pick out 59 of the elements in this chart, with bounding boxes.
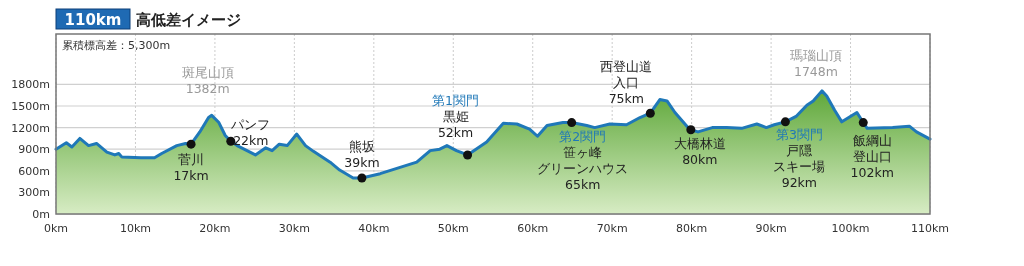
annotation: 登山口 xyxy=(852,148,892,164)
annotation: 笹ヶ峰 xyxy=(563,144,603,160)
annotation: 熊坂 xyxy=(348,139,375,154)
annotation: 大橋林道 xyxy=(673,135,726,151)
annotation: 飯綱山 xyxy=(852,132,892,148)
point xyxy=(780,117,790,127)
annotation: 39km xyxy=(344,155,380,170)
annotation: スキー場 xyxy=(773,158,826,174)
annotation: 黒姫 xyxy=(442,108,469,124)
x-tick-label: 0km xyxy=(43,222,69,235)
annotation: 102km xyxy=(850,164,894,180)
annotation: グリーンハウス xyxy=(537,160,629,176)
y-tick-label: 600m xyxy=(18,164,50,178)
x-tick-label: 70km xyxy=(596,222,628,235)
point xyxy=(186,139,196,149)
annotation: 52km xyxy=(437,124,474,140)
annotation: 第2関門 xyxy=(559,128,607,144)
annotation: 92km xyxy=(781,174,818,190)
annotation: 入口 xyxy=(613,75,640,91)
y-tick-label: 1800m xyxy=(11,78,50,92)
annotation: 1748m xyxy=(793,63,838,79)
y-tick-label: 1200m xyxy=(11,121,50,135)
annotation: 17km xyxy=(173,168,209,184)
annotation: 1382m xyxy=(185,81,230,97)
point xyxy=(567,118,577,128)
point xyxy=(357,173,367,183)
annotation: 累積標高差：5,300m xyxy=(62,39,171,52)
point xyxy=(463,150,473,160)
x-tick-label: 80km xyxy=(676,222,708,235)
point xyxy=(858,118,868,128)
point xyxy=(686,125,696,135)
x-tick-label: 20km xyxy=(199,222,231,235)
annotation: 第1関門 xyxy=(432,92,480,108)
annotation: 菅川 xyxy=(178,152,205,168)
x-tick-label: 50km xyxy=(437,222,469,235)
annotation: 西登山道 xyxy=(600,59,653,75)
point xyxy=(645,108,655,118)
x-tick-label: 40km xyxy=(358,222,390,235)
annotation: パンフ xyxy=(230,117,271,133)
y-tick-label: 900m xyxy=(18,143,50,157)
annotation: 第3関門 xyxy=(775,126,823,142)
y-tick-label: 1500m xyxy=(11,100,50,113)
annotation: 80km xyxy=(682,151,718,167)
x-tick-label: 10km xyxy=(119,222,151,235)
x-tick-label: 60km xyxy=(517,222,549,235)
annotation: 瑪瑙山頂 xyxy=(789,47,842,63)
annotation: 斑尾山頂 xyxy=(181,65,234,81)
annotation: 75km xyxy=(608,91,644,107)
x-tick-label: 100km xyxy=(831,222,870,235)
annotation: 65km xyxy=(565,176,601,192)
chart-subtitle: 高低差イメージ xyxy=(136,11,241,29)
y-tick-label: 0m xyxy=(32,208,50,221)
x-tick-label: 110km xyxy=(910,222,950,235)
annotation: 22km xyxy=(233,133,269,149)
chart-title: 110km xyxy=(64,11,122,29)
y-tick-label: 300m xyxy=(18,186,50,200)
x-tick-label: 30km xyxy=(278,222,310,235)
annotation: 戸隠 xyxy=(786,142,813,158)
x-tick-label: 90km xyxy=(755,222,787,235)
